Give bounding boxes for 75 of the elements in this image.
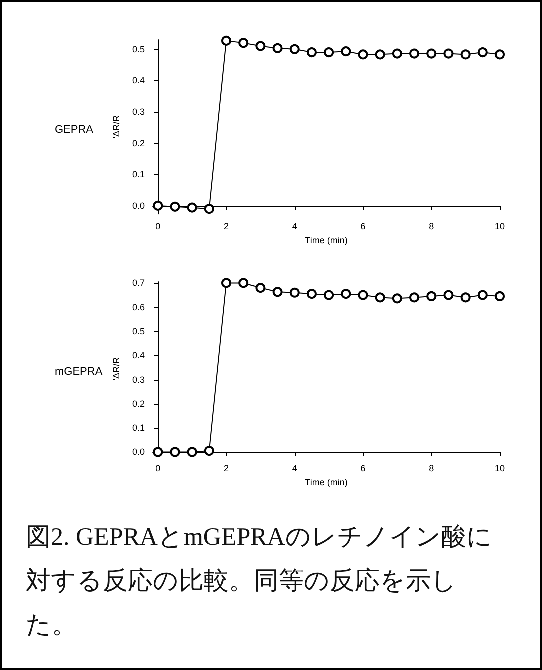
point: [256, 41, 266, 52]
point: [222, 278, 232, 288]
point: [290, 44, 300, 54]
point: [444, 290, 454, 300]
x-tick-label: 10: [494, 222, 506, 232]
x-tick-label: 2: [224, 464, 230, 474]
point: [426, 291, 437, 302]
point: [187, 202, 198, 213]
x-tick-label: 6: [360, 464, 366, 474]
point: [324, 290, 334, 300]
point: [290, 288, 300, 298]
x-tick-label: 0: [156, 222, 161, 232]
point: [204, 204, 214, 214]
point: [222, 36, 232, 46]
y-tick-label: 0.4: [132, 76, 145, 86]
y-axis-title: 'ΔR/R: [112, 356, 122, 381]
point: [306, 48, 317, 58]
text: mGEPRA: [55, 366, 104, 378]
point: [426, 48, 437, 59]
y-tick-label: 0.1: [132, 423, 145, 434]
y-tick-label: 0.0: [132, 447, 145, 458]
y-tick-label: 0.6: [132, 302, 145, 312]
y-tick-label: 0.5: [132, 44, 145, 54]
point: [495, 50, 505, 60]
y-tick-label: 0.2: [132, 398, 145, 409]
point: [272, 43, 283, 54]
point: [238, 38, 249, 48]
x-tick-label: 4: [292, 222, 298, 232]
x-tick-label: 2: [224, 222, 230, 232]
point: [170, 202, 180, 212]
point: [460, 292, 471, 303]
point: [324, 48, 334, 58]
point: [375, 50, 386, 60]
y-tick-label: 0.5: [132, 326, 145, 336]
point: [256, 283, 266, 294]
point: [187, 447, 198, 458]
point: [410, 292, 420, 303]
x-tick-label: 10: [494, 464, 506, 474]
point: [153, 200, 164, 211]
point: [392, 48, 402, 59]
point: [478, 48, 488, 58]
point: [306, 289, 317, 300]
x-axis-title: Time (min): [305, 478, 348, 488]
point: [272, 287, 283, 298]
y-tick-label: 0.3: [132, 107, 145, 118]
x-tick-label: 8: [429, 222, 434, 232]
y-tick-label: 0.4: [132, 350, 145, 361]
point: [170, 447, 180, 458]
point: [478, 290, 488, 300]
point: [341, 289, 352, 300]
point: [495, 291, 505, 302]
y-tick-label: 0.1: [132, 170, 145, 180]
point: [358, 50, 368, 60]
x-axis-title: Time (min): [305, 236, 348, 246]
y-tick-label: 0.7: [132, 278, 145, 288]
point: [460, 50, 471, 60]
point: [392, 294, 402, 304]
x-tick-label: 6: [360, 222, 366, 232]
point: [238, 278, 249, 288]
x-tick-label: 0: [156, 464, 161, 474]
y-tick-label: 0.3: [132, 374, 145, 385]
x-tick-label: 4: [292, 464, 298, 474]
point: [375, 292, 386, 303]
point: [153, 447, 164, 458]
point: [444, 48, 454, 59]
y-tick-label: 0.2: [132, 138, 145, 148]
point: [204, 446, 214, 456]
y-axis-title: 'ΔR/R: [112, 114, 122, 139]
text: GEPRA: [55, 124, 94, 136]
point: [358, 290, 368, 300]
caption: 図2. GEPRAとmGEPRAのレチノイン酸に対する反応の比較。同等の反応を示した。: [26, 523, 494, 641]
point: [341, 46, 352, 57]
y-tick-label: 0.0: [132, 200, 145, 211]
point: [410, 48, 420, 59]
x-tick-label: 8: [429, 464, 434, 474]
